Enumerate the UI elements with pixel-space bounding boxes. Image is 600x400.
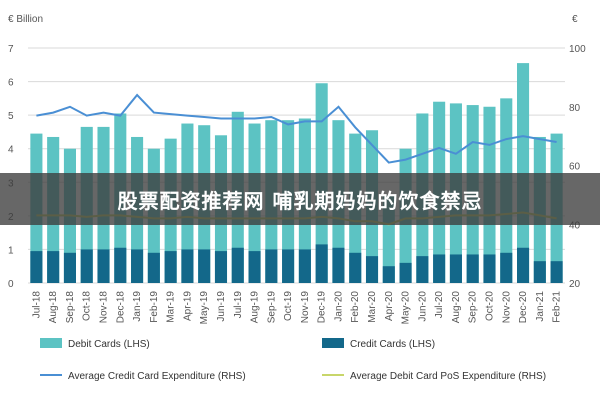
right-tick-label: 80 [569,103,581,114]
left-tick-label: 7 [8,44,14,55]
x-tick-label: Apr-20 [384,291,395,321]
credit-bar [198,249,211,283]
x-tick-label: Dec-19 [317,291,328,324]
credit-bar [131,249,144,283]
credit-bar [248,251,261,283]
x-tick-label: Oct-20 [484,291,495,321]
credit-bar [382,266,395,283]
x-tick-label: May-20 [401,291,412,325]
left-tick-label: 4 [8,145,14,156]
x-tick-label: Feb-19 [149,291,160,323]
credit-bar [550,261,563,283]
credit-bar [282,249,295,283]
x-tick-label: Mar-20 [367,291,378,323]
credit-bar [265,249,278,283]
legend-label: Average Credit Card Expenditure (RHS) [68,371,246,382]
right-axis-unit: € [572,14,578,25]
legend: Debit Cards (LHS) Credit Cards (LHS) Avera… [40,338,546,382]
credit-bar [349,252,362,283]
x-tick-label: Dec-18 [115,291,126,324]
x-axis-ticks: Jul-18 Aug-18 Sep-18 Oct-18 Nov-18 Dec-18 Jan-… [31,291,562,325]
credit-bar [214,251,228,283]
x-tick-label: Aug-19 [250,291,261,324]
x-tick-label: Sep-19 [266,291,277,324]
left-axis-ticks: 01234567 [8,44,14,290]
x-tick-label: Nov-18 [99,291,110,324]
x-tick-label: Jul-20 [434,291,445,319]
x-tick-label: May-19 [199,291,210,325]
credit-bar [181,249,194,283]
x-tick-label: Sep-18 [65,291,76,324]
credit-bar [63,252,76,283]
x-tick-label: Oct-18 [82,291,93,321]
credit-bar [449,254,462,283]
right-axis-ticks: 20 40 60 80 100 [569,44,586,290]
left-axis-unit: € Billion [8,14,43,25]
credit-bar [517,247,530,283]
credit-bar [466,254,479,283]
right-tick-label: 60 [569,162,581,173]
credit-bar [231,247,244,283]
x-tick-label: Nov-19 [300,291,311,324]
legend-label: Credit Cards (LHS) [350,339,435,350]
watermark-banner: 股票配资推荐网 哺乳期妈妈的饮食禁忌 [0,173,600,225]
left-tick-label: 6 [8,78,14,89]
right-tick-label: 100 [569,44,586,55]
credit-bar [416,256,429,283]
left-tick-label: 5 [8,111,14,122]
credit-bar [399,262,412,283]
right-tick-label: 20 [569,279,581,290]
credit-bar [97,249,110,283]
credit-bar [114,247,127,283]
legend-label: Average Debit Card PoS Expenditure (RHS) [350,371,546,382]
x-tick-label: Feb-20 [350,291,361,323]
x-tick-label: Aug-18 [48,291,59,324]
x-tick-label: Dec-20 [518,291,529,324]
x-tick-label: Sep-20 [468,291,479,324]
x-tick-label: Feb-21 [552,291,563,323]
x-tick-label: Mar-19 [166,291,177,323]
credit-bar [483,254,496,283]
x-tick-label: Apr-19 [182,291,193,321]
credit-bar [30,251,43,283]
credit-bar [500,252,513,283]
credit-bar [47,251,60,283]
x-tick-label: Oct-19 [283,291,294,321]
credit-bar [533,261,546,283]
credit-bar [433,254,446,283]
x-tick-label: Jul-19 [233,291,244,319]
x-tick-label: Jan-20 [333,291,344,322]
watermark-text: 股票配资推荐网 哺乳期妈妈的饮食禁忌 [117,188,483,213]
legend-label: Debit Cards (LHS) [68,339,150,350]
credit-bar [365,256,379,283]
credit-bar [298,249,311,283]
x-tick-label: Jan-19 [132,291,143,322]
left-tick-label: 0 [8,279,14,290]
right-tick-label: 40 [569,220,581,231]
legend-swatch [40,338,62,348]
legend-swatch [322,338,344,348]
credit-bar [315,244,328,283]
credit-bar [80,249,93,283]
x-tick-label: Jun-20 [417,291,428,322]
x-tick-label: Nov-20 [501,291,512,324]
credit-bar [164,251,177,283]
x-tick-label: Jan-21 [535,291,546,322]
x-tick-label: Aug-20 [451,291,462,324]
left-tick-label: 1 [8,245,14,256]
x-tick-label: Jul-18 [31,291,42,319]
credit-bar [147,252,160,283]
x-tick-label: Jun-19 [216,291,227,322]
credit-bar [332,247,345,283]
avg-credit-expenditure-line [36,93,557,164]
